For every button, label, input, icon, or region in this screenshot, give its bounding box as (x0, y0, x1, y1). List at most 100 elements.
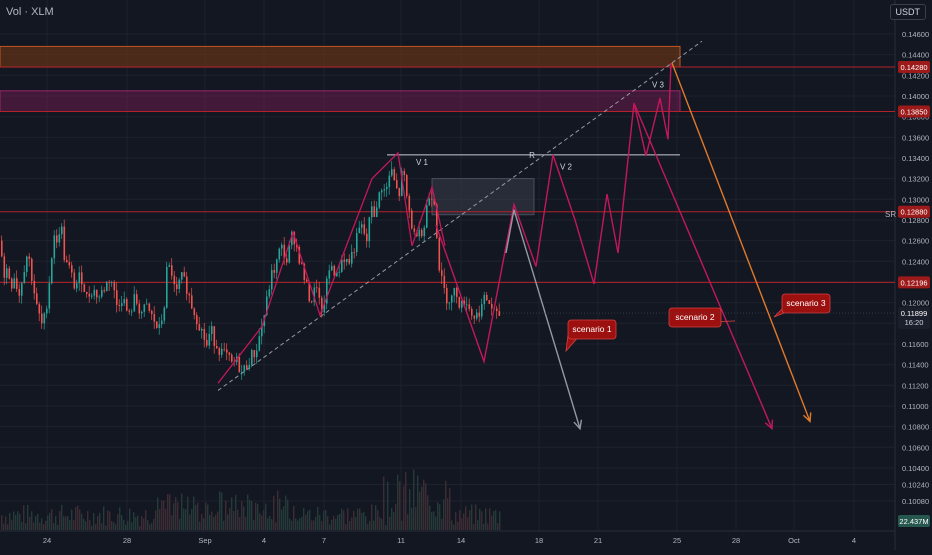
volume-bar (421, 486, 423, 530)
volume-bar (119, 507, 121, 530)
y-tick-label: 0.13400 (902, 154, 929, 163)
volume-bar (277, 490, 279, 530)
currency-selector[interactable]: USDT (889, 4, 926, 20)
candle-body (256, 350, 258, 358)
volume-bar (375, 505, 377, 530)
volume-bar (83, 518, 85, 530)
volume-bar (347, 508, 349, 530)
volume-bar (35, 516, 37, 530)
volume-bar (345, 524, 347, 530)
volume-bar (381, 518, 383, 530)
volume-bar (135, 517, 137, 530)
volume-bar (61, 504, 63, 530)
volume-bar (191, 509, 193, 530)
volume-bar (429, 505, 431, 530)
candle-body (28, 256, 31, 259)
candle-body (298, 247, 301, 264)
volume-bar (11, 519, 13, 530)
volume-bar (393, 512, 395, 530)
volume-bar (87, 510, 89, 530)
volume-bar (189, 514, 191, 530)
candle-body (363, 224, 366, 234)
volume-bar (63, 516, 65, 530)
volume-bar (321, 521, 323, 530)
candle-body (143, 304, 146, 312)
candle-body (496, 308, 498, 312)
current-price-label: 0.11899 (901, 309, 928, 318)
volume-bar (387, 481, 389, 530)
v3-label: V 3 (652, 81, 665, 90)
y-tick-label: 0.11200 (902, 381, 929, 390)
candle-body (416, 231, 418, 237)
x-tick-label: 11 (397, 536, 405, 545)
current-price-badge (898, 307, 930, 330)
y-tick-label: 0.11400 (902, 361, 929, 370)
volume-bar (97, 515, 99, 530)
volume-bar (299, 518, 301, 530)
volume-bar (307, 511, 309, 530)
candle-body (6, 268, 8, 278)
volume-bar (477, 520, 479, 530)
y-tick-label: 0.14200 (902, 71, 929, 80)
candle-body (3, 256, 6, 278)
candle-body (351, 251, 353, 264)
candle-body (208, 333, 211, 346)
candle-body (211, 326, 213, 334)
x-tick-label: 28 (732, 536, 740, 545)
volume-bar (295, 518, 297, 530)
volume-bar (333, 516, 335, 530)
volume-bar (105, 525, 107, 530)
volume-bar (229, 507, 231, 530)
scenario1-arrow-line (505, 209, 581, 429)
volume-bar (341, 508, 343, 530)
volume-bar (165, 508, 167, 530)
volume-bar (57, 524, 59, 530)
volume-bar (123, 519, 125, 530)
volume-bars (1, 469, 501, 530)
volume-bar (473, 523, 475, 530)
scenario3-arrow (671, 62, 812, 423)
volume-badge (898, 515, 930, 527)
candle-body (216, 346, 218, 349)
candle-body (251, 350, 253, 365)
candle-body (1, 240, 3, 257)
volume-bar (383, 476, 385, 530)
candle-body (88, 293, 91, 297)
candle-body (133, 294, 136, 312)
volume-bar (27, 504, 29, 530)
volume-bar (293, 505, 295, 530)
candle-body (83, 284, 86, 292)
volume-bar (101, 523, 103, 530)
candle-body (381, 190, 383, 193)
scenario1-arrow (505, 209, 583, 431)
volume-bar (65, 516, 67, 530)
resistance-zone-top (0, 45, 681, 68)
candle-body (178, 279, 181, 289)
volume-bar (117, 514, 119, 530)
candle-body (48, 283, 51, 309)
candle-body (463, 300, 466, 305)
volume-bar (143, 518, 145, 530)
volume-bar (227, 514, 229, 530)
candle-body (138, 303, 141, 314)
volume-bar (317, 506, 319, 530)
candle-body (26, 256, 28, 273)
x-tick-label: 18 (535, 536, 543, 545)
candle-body (433, 199, 436, 205)
volume-bar (401, 520, 403, 530)
volume-bar (161, 500, 163, 530)
resistance-zone-mid (0, 90, 681, 112)
candle-body (173, 275, 176, 285)
volume-bar (159, 508, 161, 530)
volume-bar (181, 493, 183, 530)
candle-body (393, 169, 396, 181)
y-tick-label: 0.10240 (902, 480, 929, 489)
candle-body (466, 304, 468, 306)
volume-bar (9, 513, 11, 530)
candle-body (401, 170, 403, 197)
candle-body (63, 226, 66, 261)
candle-body (388, 175, 391, 188)
volume-bar (413, 469, 415, 530)
